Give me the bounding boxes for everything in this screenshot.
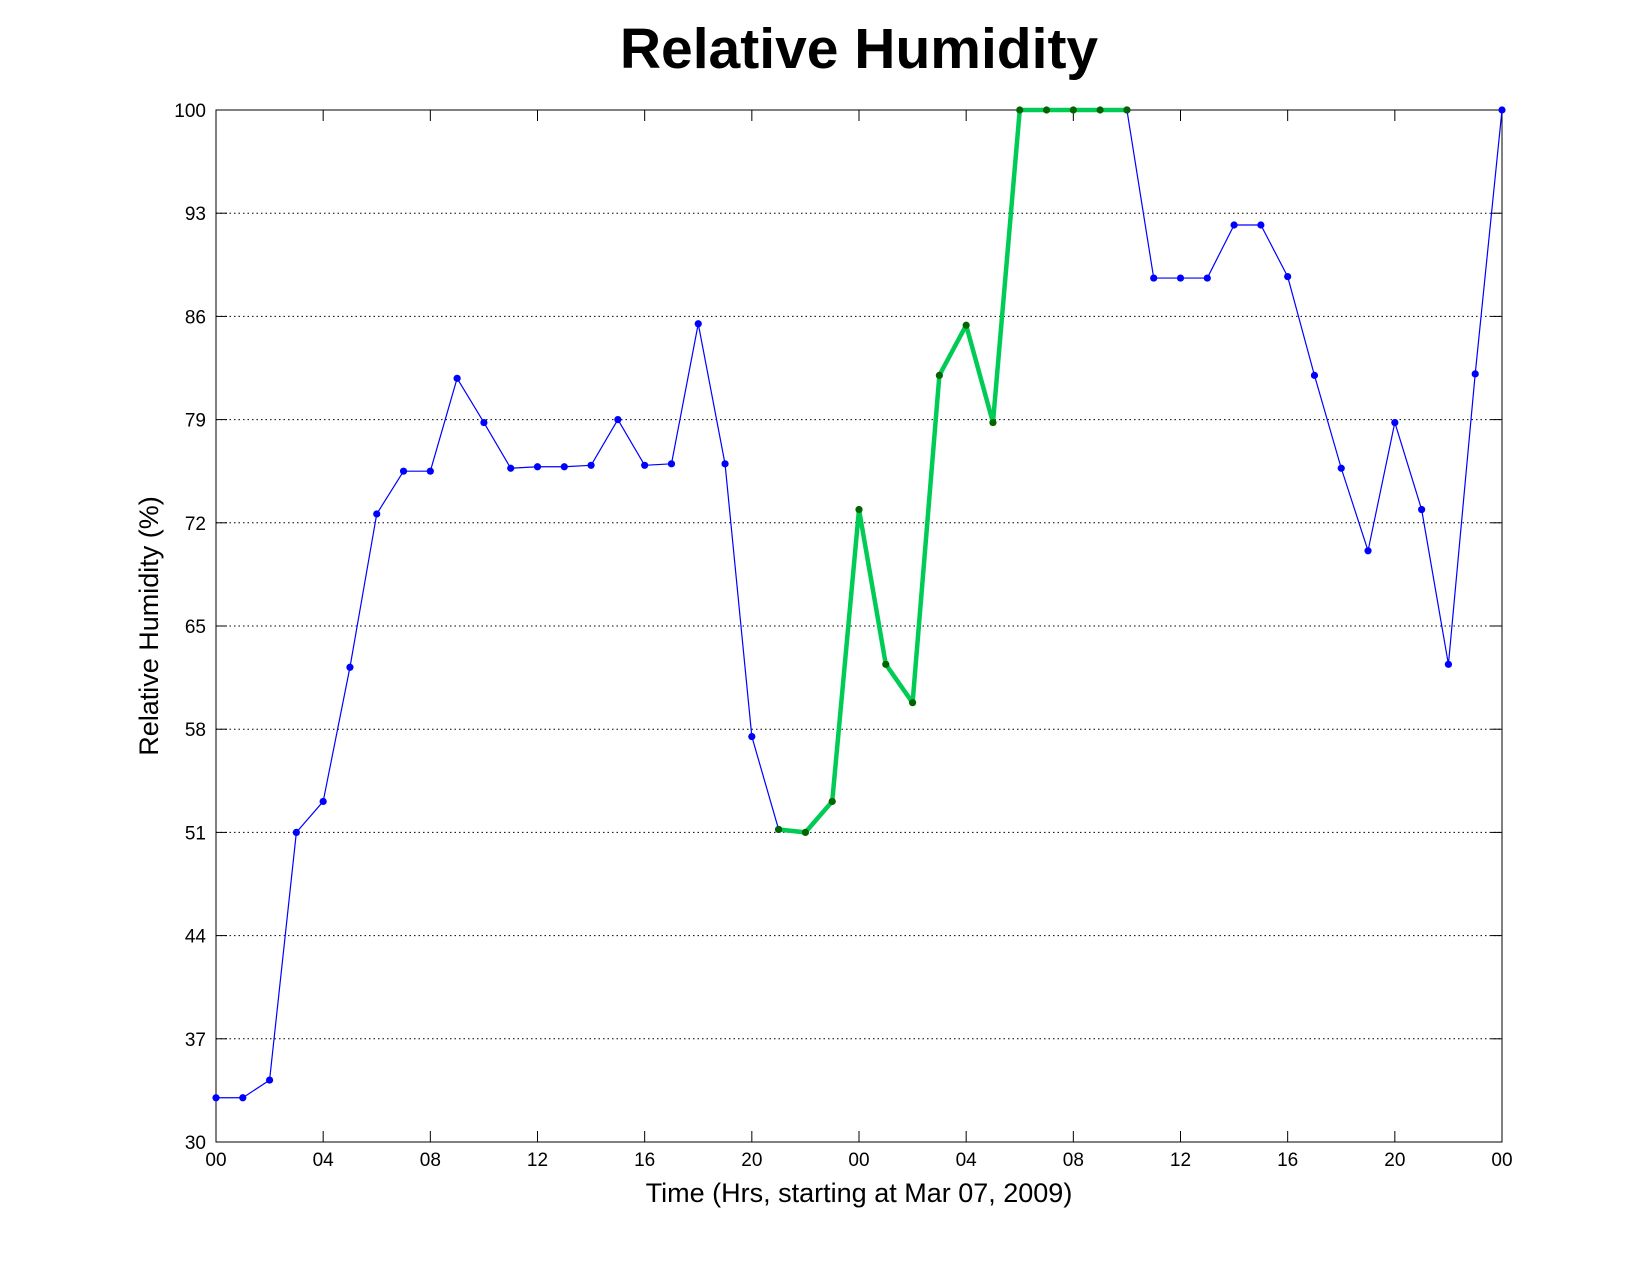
data-point: [882, 660, 890, 668]
data-point: [1284, 272, 1292, 281]
data-line: [778, 107, 1127, 835]
data-point: [1016, 106, 1024, 114]
data-point: [614, 416, 622, 424]
data-point: [373, 510, 381, 518]
data-point: [667, 460, 676, 468]
x-axis-label: Time (Hrs, starting at Mar 07, 2009): [646, 1178, 1073, 1208]
data-point: [533, 463, 542, 471]
data-point: [346, 663, 354, 671]
data-point: [1310, 371, 1319, 379]
data-point: [908, 699, 917, 707]
data-point: [1418, 505, 1426, 514]
data-point: [265, 1076, 274, 1084]
data-point: [855, 505, 863, 514]
y-tick-label: 86: [185, 307, 206, 328]
y-tick-label: 44: [185, 927, 207, 948]
y-tick-label: 72: [185, 514, 206, 535]
data-point: [1042, 106, 1051, 114]
x-tick-label: 00: [205, 1150, 226, 1171]
data-point: [1257, 221, 1265, 229]
x-tick-label: 12: [1170, 1150, 1191, 1171]
data-point: [1498, 106, 1506, 114]
y-tick-label: 37: [185, 1030, 206, 1051]
data-point: [935, 371, 943, 379]
data-point: [1337, 464, 1345, 472]
data-point: [480, 418, 488, 427]
data-point: [212, 1094, 220, 1102]
y-tick-label: 58: [185, 720, 206, 741]
data-point: [587, 461, 595, 469]
data-point: [453, 374, 461, 382]
data-point: [1069, 106, 1077, 114]
data-point: [989, 418, 997, 427]
data-point: [721, 460, 729, 468]
y-tick-label: 100: [174, 101, 206, 122]
y-tick-label: 93: [185, 204, 206, 225]
x-tick-label: 08: [1063, 1150, 1084, 1171]
data-point: [694, 320, 702, 328]
data-point: [560, 463, 568, 471]
data-point: [399, 467, 408, 475]
y-tick-label: 30: [185, 1133, 206, 1154]
data-point: [801, 828, 810, 837]
x-tick-label: 08: [420, 1150, 441, 1171]
data-point: [775, 825, 783, 834]
data-point: [1444, 660, 1453, 668]
x-tick-label: 16: [1277, 1150, 1298, 1171]
data-point: [1150, 274, 1158, 282]
x-tick-label: 20: [741, 1150, 762, 1171]
x-tick-label: 00: [848, 1150, 869, 1171]
x-tick-label: 04: [956, 1150, 978, 1171]
x-tick-label: 16: [634, 1150, 655, 1171]
data-point: [962, 321, 970, 329]
data-point: [1364, 547, 1372, 555]
data-point: [1230, 221, 1238, 229]
y-tick-label: 51: [185, 823, 206, 844]
data-point: [292, 828, 300, 837]
y-tick-label: 79: [185, 411, 206, 432]
data-point: [239, 1094, 247, 1102]
x-tick-label: 20: [1384, 1150, 1405, 1171]
data-point: [1471, 370, 1479, 378]
y-axis-label: Relative Humidity (%): [134, 496, 164, 756]
data-point: [319, 797, 327, 806]
data-point: [507, 464, 515, 472]
data-point: [641, 461, 649, 469]
x-tick-label: 04: [313, 1150, 335, 1171]
chart-title: Relative Humidity: [620, 17, 1099, 81]
data-point: [1176, 274, 1185, 282]
data-point: [748, 732, 756, 741]
data-point: [1391, 418, 1399, 427]
data-point: [1096, 106, 1104, 114]
y-tick-label: 65: [185, 617, 206, 638]
x-tick-label: 12: [527, 1150, 548, 1171]
x-tick-label: 00: [1491, 1150, 1512, 1171]
data-point: [1123, 106, 1131, 114]
data-point: [828, 797, 836, 806]
data-point: [426, 467, 434, 475]
plot-frame: [215, 109, 1503, 1143]
data-point: [1203, 274, 1211, 282]
